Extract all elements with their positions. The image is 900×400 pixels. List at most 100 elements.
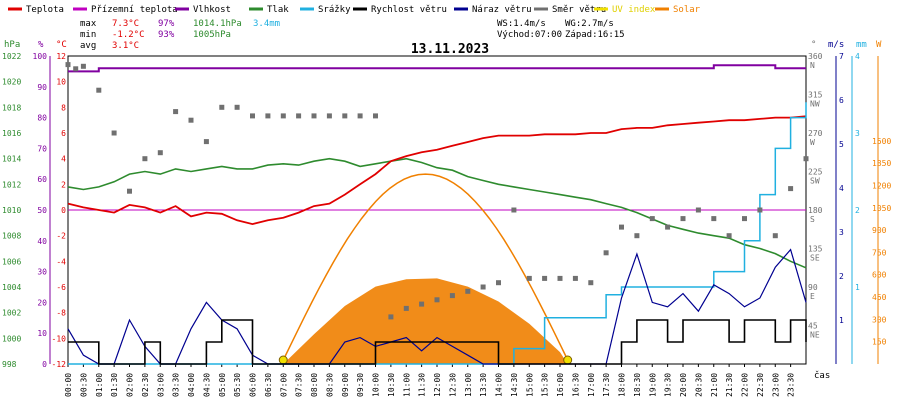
time-tick-label: 17:30 [602, 373, 611, 397]
temp-tick-label: 4 [61, 155, 66, 164]
wind-dir-point [619, 224, 624, 230]
wind-dir-point [73, 66, 79, 72]
time-tick-label: 01:30 [110, 373, 119, 397]
unit-mm: mm [856, 40, 867, 50]
time-tick-label: 18:00 [618, 373, 627, 397]
press-tick-label: 1010 [2, 206, 21, 215]
w-tick-label: 1350 [872, 159, 891, 168]
w-tick-label: 1500 [872, 137, 891, 146]
unit-ms: m/s [828, 40, 844, 50]
temp-tick-label: -4 [56, 257, 66, 266]
legend-label: Rychlost větru [371, 5, 447, 15]
chart-date-title: 13.11.2023 [411, 42, 489, 57]
press-tick-label: 1022 [2, 52, 21, 61]
wind-dir-point [665, 224, 671, 230]
temp-tick-label: 0 [61, 206, 66, 215]
dir-tick-label: NW [810, 100, 820, 109]
wind-dir-point [695, 207, 701, 213]
ms-tick-label: 1 [839, 316, 844, 325]
time-tick-label: 14:00 [495, 373, 504, 397]
w-tick-label: 300 [872, 315, 887, 324]
w-tick-label: 150 [872, 338, 887, 347]
unit-hpa: hPa [4, 40, 20, 50]
time-tick-label: 04:00 [187, 373, 196, 397]
wind-dir-point [219, 104, 225, 110]
legend-label: Tlak [267, 5, 289, 15]
press-tick-label: 1006 [2, 257, 21, 266]
time-tick-label: 21:30 [725, 373, 734, 397]
hum-tick-label: 90 [37, 83, 47, 92]
time-tick-label: 22:30 [756, 373, 765, 397]
temp-tick-label: -8 [56, 309, 66, 318]
press-tick-label: 1018 [2, 103, 21, 112]
unit-celsius: °C [56, 40, 67, 50]
hum-tick-label: 30 [37, 268, 47, 277]
time-tick-label: 16:00 [556, 373, 565, 397]
w-tick-label: 750 [872, 248, 887, 257]
wind-dir-point [772, 233, 778, 239]
time-tick-label: 03:00 [156, 373, 165, 397]
dir-tick-deg: 315 [808, 91, 823, 100]
wind-dir-point [234, 104, 240, 110]
wind-dir-point [342, 113, 348, 119]
hum-tick-label: 80 [37, 114, 47, 123]
time-tick-label: 10:30 [387, 373, 396, 397]
hum-tick-label: 60 [37, 175, 47, 184]
ms-tick-label: 5 [839, 140, 844, 149]
press-tick-label: 1002 [2, 309, 21, 318]
stats-min-label: min [80, 30, 96, 40]
time-tick-label: 09:30 [356, 373, 365, 397]
wind-dir-point [403, 305, 409, 311]
time-tick-label: 03:30 [172, 373, 181, 397]
wind-dir-point [634, 233, 640, 239]
legend-label: Srážky [318, 5, 351, 15]
press-tick-label: 1008 [2, 232, 21, 241]
wind-dir-point [80, 63, 86, 69]
wind-dir-point [326, 113, 332, 119]
time-tick-label: 04:30 [202, 373, 211, 397]
legend-label: Solar [673, 5, 701, 15]
time-tick-label: 19:00 [648, 373, 657, 397]
stats-min-temp: -1.2°C [112, 30, 145, 40]
time-tick-label: 10:00 [372, 373, 381, 397]
time-tick-label: 05:00 [218, 373, 227, 397]
wind-dir-point [511, 207, 517, 213]
wind-dir-point [388, 314, 394, 320]
wind-dir-point [649, 216, 655, 222]
stats-max-rain: 3.4mm [253, 19, 280, 29]
hum-tick-label: 70 [37, 144, 47, 153]
time-tick-label: 09:00 [341, 373, 350, 397]
wind-dir-point [603, 250, 609, 256]
wind-dir-point [173, 109, 179, 115]
stats-max-hum: 97% [158, 19, 175, 29]
wind-dir-point [111, 130, 117, 136]
time-tick-label: 07:30 [295, 373, 304, 397]
press-tick-label: 998 [2, 360, 17, 369]
time-tick-label: 08:30 [325, 373, 334, 397]
solar-area [283, 278, 568, 364]
wind-dir-point [526, 275, 532, 281]
temp-tick-label: -6 [56, 283, 66, 292]
series-wind-speed [68, 319, 807, 365]
time-tick-label: 02:00 [126, 373, 135, 397]
unit-direction: ° [811, 40, 816, 50]
stats-ws: WS:1.4m/s [497, 19, 546, 29]
time-tick-label: 23:00 [771, 373, 780, 397]
temp-tick-label: -10 [52, 334, 67, 343]
wind-dir-point [265, 113, 271, 119]
stats-avg-temp: 3.1°C [112, 41, 139, 51]
stats-avg-label: avg [80, 41, 96, 51]
axes: 1022102010181016101410121010100810061004… [2, 52, 891, 397]
w-tick-label: 1200 [872, 181, 891, 190]
wind-dir-point [434, 297, 440, 303]
dir-tick-deg: 45 [808, 322, 818, 331]
wind-dir-point [449, 293, 455, 299]
ms-tick-label: 3 [839, 228, 844, 237]
time-tick-label: 06:30 [264, 373, 273, 397]
legend: Teplota Přízemní teplota Vlhkost Tlak Srážky… [8, 5, 701, 15]
dir-tick-label: S [810, 215, 815, 224]
hum-tick-label: 100 [33, 52, 48, 61]
dir-tick-deg: 360 [808, 52, 823, 61]
unit-percent: % [38, 40, 44, 50]
time-tick-label: 12:00 [433, 373, 442, 397]
